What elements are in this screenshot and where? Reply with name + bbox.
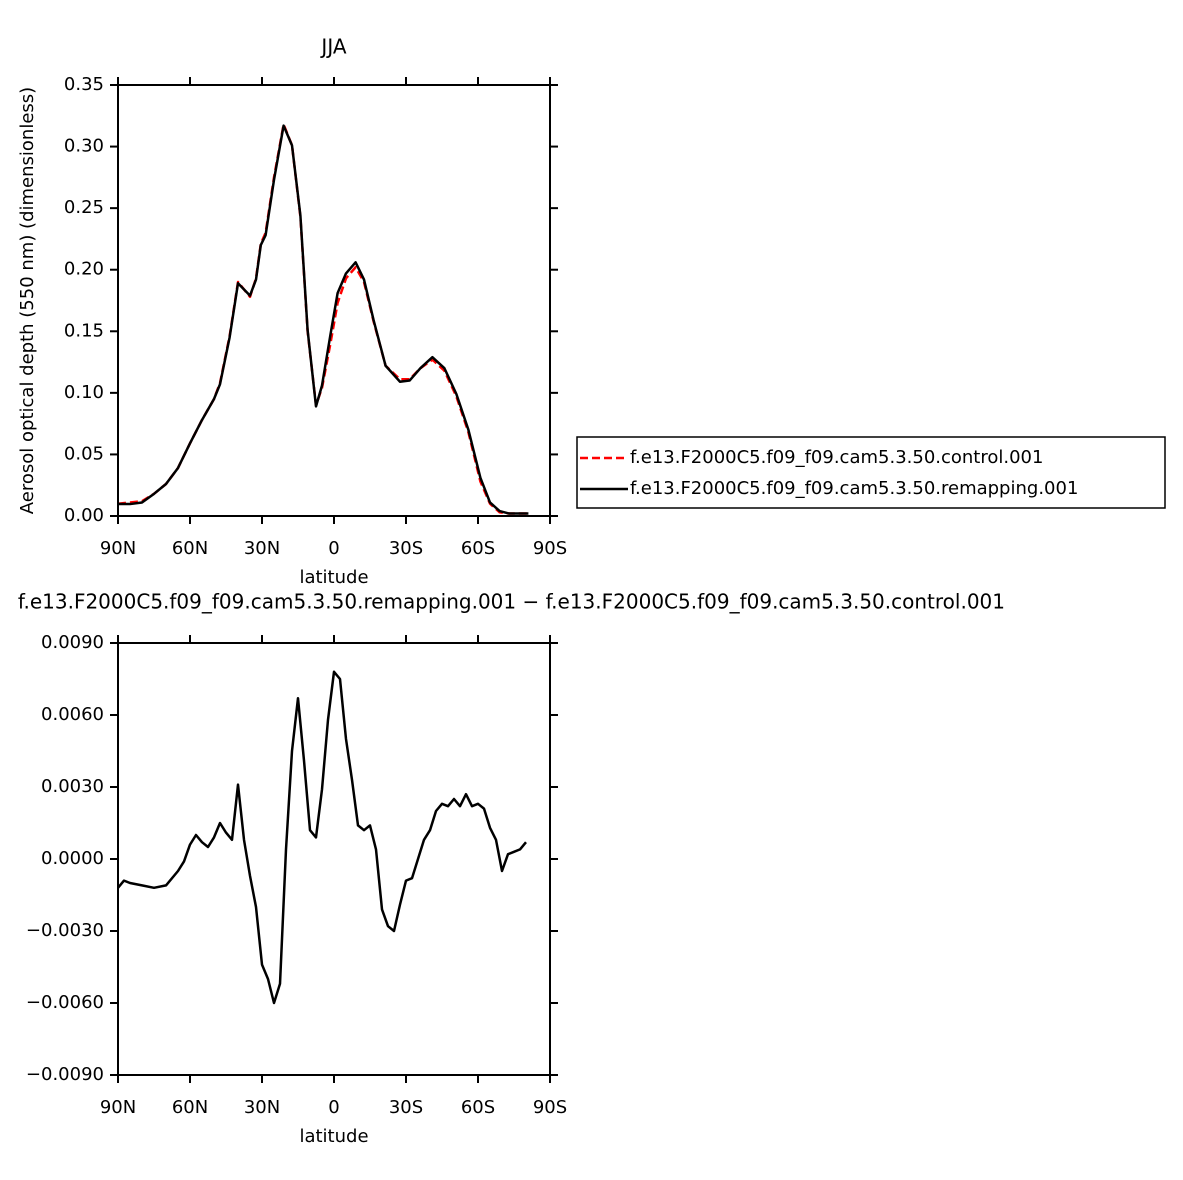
x-tick-label: 90N bbox=[100, 538, 136, 559]
x-tick-label: 60N bbox=[172, 538, 208, 559]
y-tick-label: −0.0090 bbox=[26, 1064, 104, 1085]
x-tick-label: 30N bbox=[244, 538, 280, 559]
y-axis-title: Aerosol optical depth (550 nm) (dimensio… bbox=[17, 87, 38, 514]
plot-frame bbox=[117, 642, 551, 1076]
y-tick-label: 0.0030 bbox=[41, 776, 104, 797]
x-tick-label: 60N bbox=[172, 1097, 208, 1118]
x-tick-label: 30S bbox=[389, 538, 423, 559]
chart-title: JJA bbox=[319, 35, 346, 59]
y-tick-label: 0.30 bbox=[64, 136, 104, 157]
x-tick-label: 0 bbox=[328, 1097, 339, 1118]
x-tick-label: 60S bbox=[461, 538, 495, 559]
chart-title: f.e13.F2000C5.f09_f09.cam5.3.50.remappin… bbox=[18, 590, 1005, 614]
x-tick-label: 90S bbox=[533, 1097, 567, 1118]
y-tick-label: 0.0090 bbox=[41, 632, 104, 653]
x-axis-title: latitude bbox=[299, 1126, 368, 1147]
plot-frame bbox=[117, 84, 551, 517]
y-tick-label: 0.00 bbox=[64, 505, 104, 526]
x-axis-title: latitude bbox=[299, 567, 368, 588]
legend-label: f.e13.F2000C5.f09_f09.cam5.3.50.remappin… bbox=[630, 478, 1078, 499]
x-tick-label: 0 bbox=[328, 538, 339, 559]
data-line bbox=[117, 123, 529, 515]
y-tick-label: 0.05 bbox=[64, 443, 104, 464]
y-tick-label: 0.0000 bbox=[41, 848, 104, 869]
y-tick-label: 0.25 bbox=[64, 197, 104, 218]
legend-label: f.e13.F2000C5.f09_f09.cam5.3.50.control.… bbox=[630, 447, 1043, 468]
data-line bbox=[117, 670, 527, 1005]
y-tick-label: 0.0060 bbox=[41, 704, 104, 725]
y-tick-label: 0.35 bbox=[64, 74, 104, 95]
x-tick-label: 90N bbox=[100, 1097, 136, 1118]
x-tick-label: 60S bbox=[461, 1097, 495, 1118]
legend-box bbox=[576, 436, 1166, 509]
x-tick-label: 30S bbox=[389, 1097, 423, 1118]
data-line bbox=[118, 124, 529, 515]
y-tick-label: −0.0030 bbox=[26, 920, 104, 941]
y-tick-label: 0.15 bbox=[64, 320, 104, 341]
y-tick-label: −0.0060 bbox=[26, 992, 104, 1013]
y-tick-label: 0.10 bbox=[64, 382, 104, 403]
y-tick-label: 0.20 bbox=[64, 259, 104, 280]
x-tick-label: 30N bbox=[244, 1097, 280, 1118]
x-tick-label: 90S bbox=[533, 538, 567, 559]
